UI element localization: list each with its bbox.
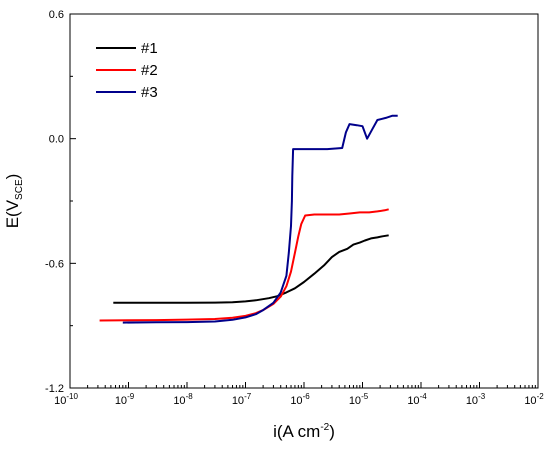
x-tick-label: 10-7: [232, 392, 252, 407]
x-tick-label: 10-10: [54, 392, 78, 407]
x-tick-label: 10-4: [407, 392, 427, 407]
series-line-2: [99, 208, 389, 322]
series-line-1: [113, 234, 389, 304]
legend: #1 #2 #3: [96, 40, 158, 101]
x-tick-label: 10-6: [290, 392, 310, 407]
y-tick-label: 0.6: [49, 9, 64, 21]
y-tick-label: -0.6: [45, 258, 64, 270]
y-axis-title: E(VSCE): [3, 174, 25, 229]
x-tick-label: 10-3: [466, 392, 486, 407]
x-tick-label: 10-2: [524, 392, 544, 407]
x-tick-label: 10-5: [349, 392, 369, 407]
legend-label: #2: [141, 62, 158, 79]
series-line-3: [122, 114, 398, 324]
x-axis-title: i(A cm-2): [273, 422, 335, 441]
y-tick-label: 0.0: [49, 134, 64, 146]
legend-label: #3: [141, 84, 158, 101]
ticks-layer: 10-10 10-9 10-8 10-7 10-6 10-5 10-4 10-3 10-2 0.6…: [45, 9, 544, 407]
y-tick-label: -1.2: [45, 383, 64, 395]
plot-background: [70, 14, 538, 388]
x-tick-label: 10-9: [115, 392, 135, 407]
x-tick-label: 10-8: [173, 392, 193, 407]
series-layer: [99, 114, 398, 324]
legend-label: #1: [141, 40, 158, 57]
